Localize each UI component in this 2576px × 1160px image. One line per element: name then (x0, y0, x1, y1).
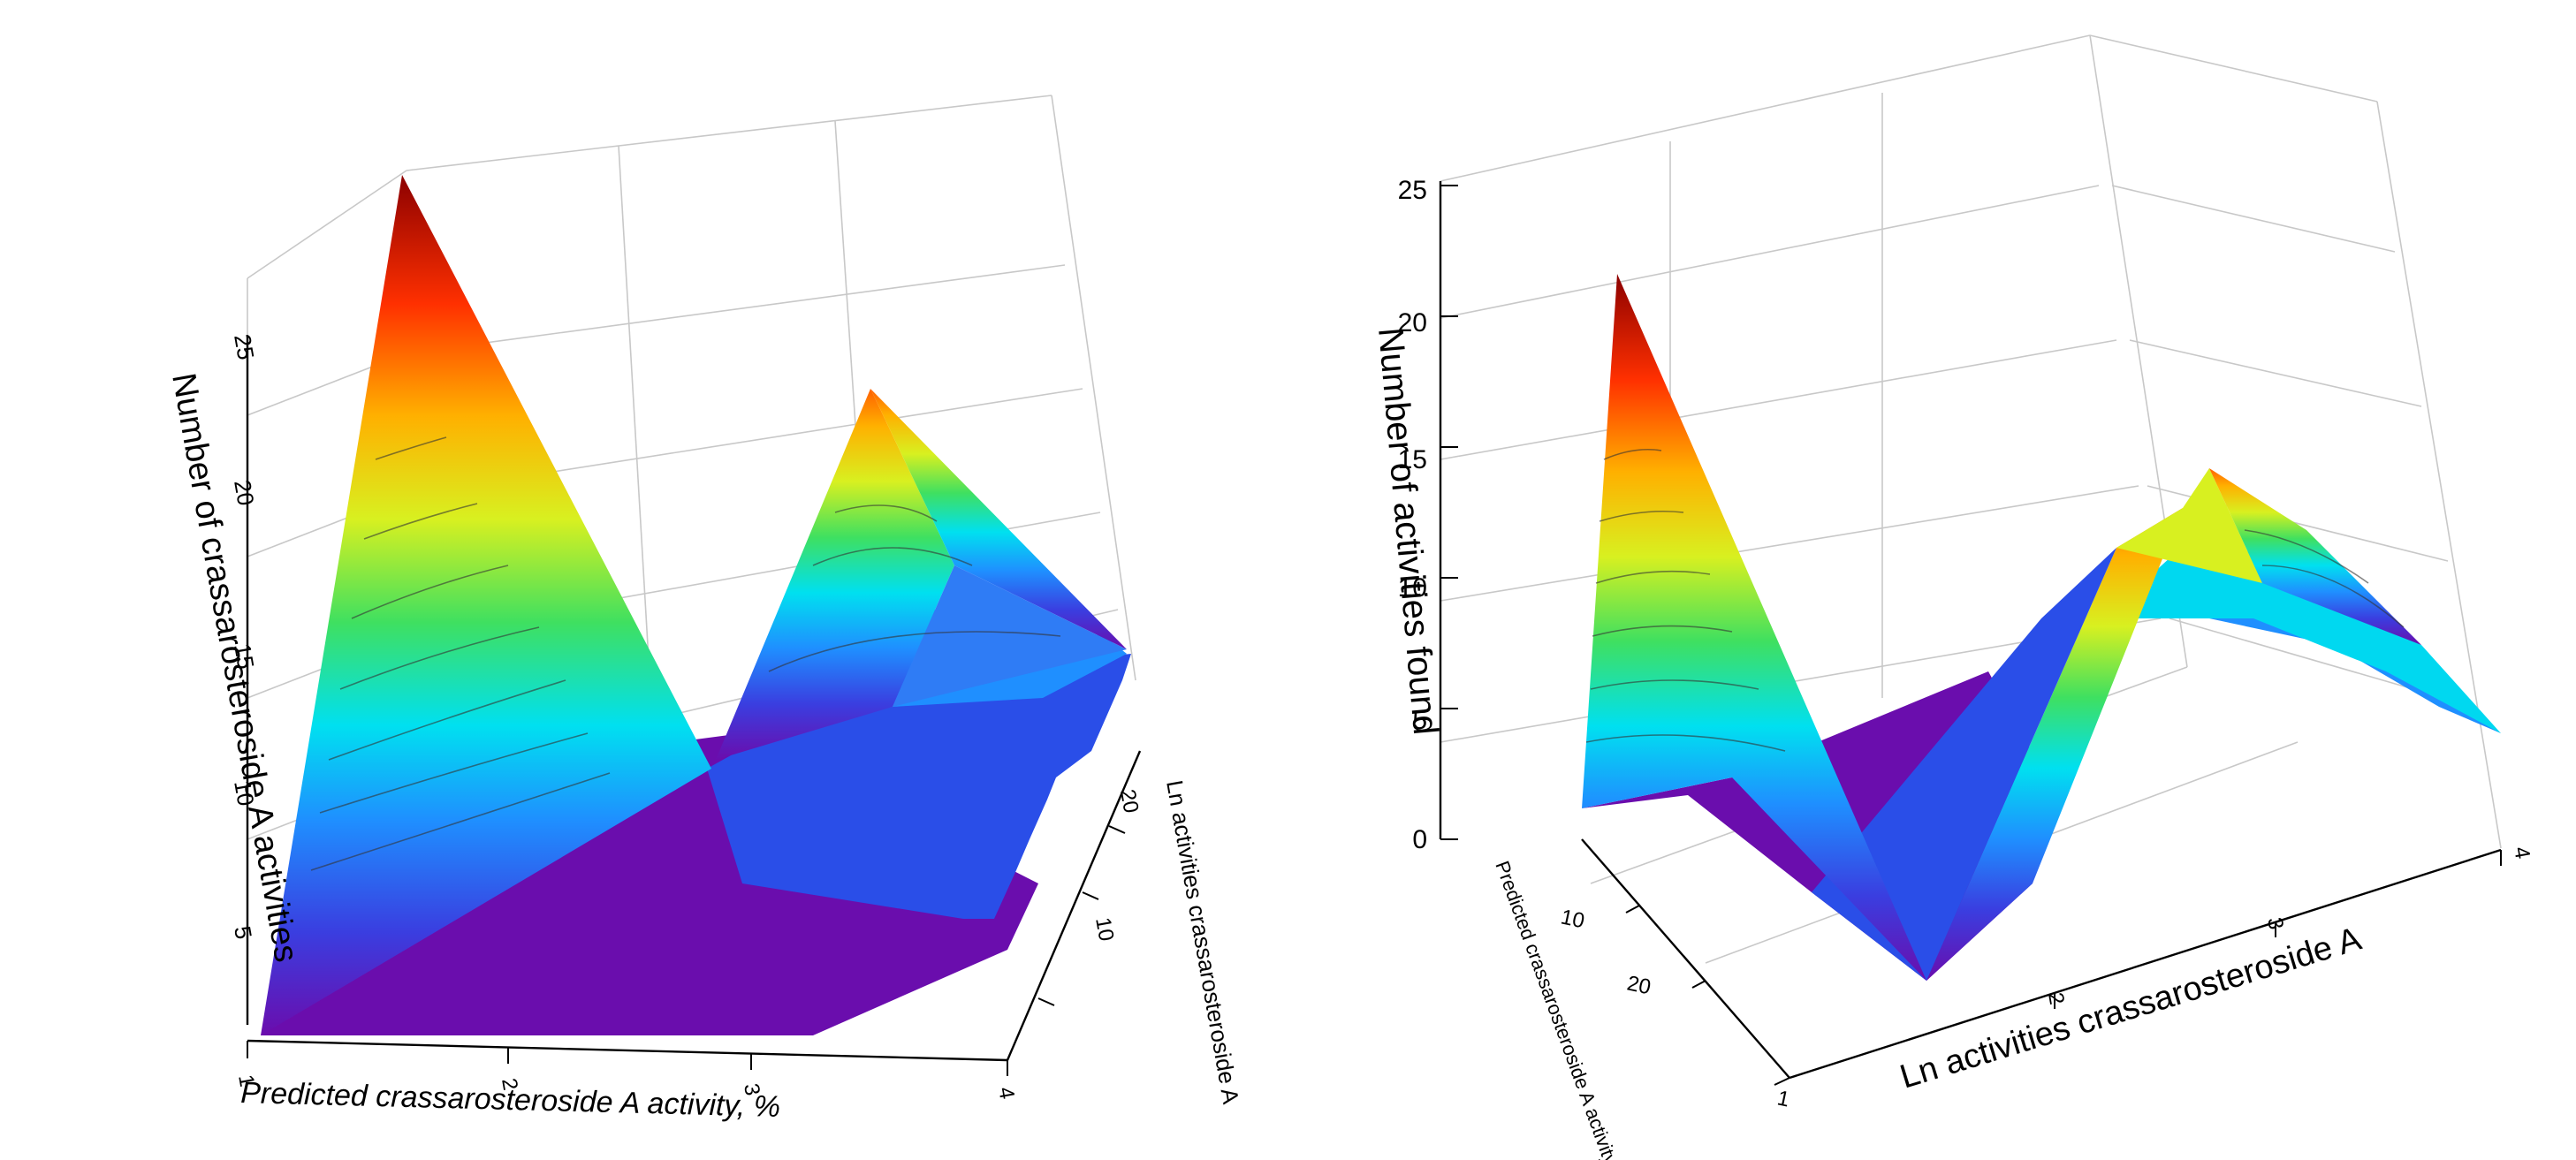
chart-right-surface (1582, 274, 2501, 981)
chart-right-z-tick: 10 (1398, 573, 1427, 603)
chart-left-x-tick: 4 (993, 1085, 1019, 1101)
chart-left-x-tick: 2 (497, 1076, 522, 1092)
chart-left: 5 10 15 20 25 1 2 3 4 10 20 Number of cr… (164, 95, 1244, 1124)
chart-left-x-tick: 3 (739, 1081, 764, 1097)
chart-right-x-ticks: 2 3 4 (2043, 845, 2534, 1009)
chart-right-z-label: Number of activities found (1371, 326, 1445, 737)
chart-right-z-tick: 25 (1398, 176, 1427, 205)
chart-right-z-tick: 15 (1398, 445, 1427, 474)
chart-left-x-label: Predicted crassarosteroside A activity, … (240, 1076, 781, 1124)
chart-right-y-label: Predicted crassarosteroside A activity, … (1491, 858, 1630, 1160)
chart-right: 0 5 10 15 20 25 10 20 1 2 3 4 Number of … (1371, 34, 2534, 1160)
chart-left-y-tick: 10 (1090, 915, 1118, 943)
chart-right-y-tick: 10 (1559, 905, 1587, 933)
chart-right-z-tick: 20 (1398, 308, 1427, 337)
chart-right-y-tick: 20 (1625, 971, 1653, 999)
chart-right-x-tick: 2 (2043, 990, 2069, 1006)
chart-left-z-label: Number of crassarosteroside A activities (164, 370, 305, 965)
chart-right-axes (1439, 181, 2502, 1080)
chart-right-z-tick: 0 (1412, 825, 1427, 854)
chart-left-z-tick: 10 (229, 778, 260, 808)
chart-left-z-ticks: 5 10 15 20 25 (229, 332, 260, 941)
chart-left-z-tick: 5 (229, 924, 257, 941)
chart-left-y-label: Ln activities crassarosteroside A (1161, 778, 1244, 1107)
chart-left-y-ticks: 10 20 (1037, 787, 1143, 1006)
chart-left-y-tick: 20 (1115, 787, 1143, 815)
chart-right-y-tick: 1 (1775, 1086, 1792, 1111)
chart-right-x-label: Ln activities crassarosteroside A (1896, 921, 2366, 1096)
chart-left-z-tick: 15 (229, 641, 260, 671)
chart-right-x-tick: 4 (2509, 845, 2534, 861)
chart-left-z-tick: 25 (229, 332, 260, 362)
chart-left-x-tick: 1 (233, 1073, 259, 1088)
chart-left-z-tick: 20 (229, 478, 260, 508)
chart-left-surface (261, 175, 1131, 1035)
chart-right-z-tick: 5 (1412, 706, 1427, 735)
chart-right-z-ticks: 0 5 10 15 20 25 (1398, 176, 1458, 854)
chart-left-axes (246, 336, 1142, 1062)
chart-left-x-ticks: 1 2 3 4 (233, 1041, 1019, 1101)
chart-right-y-ticks: 10 20 1 (1559, 905, 1792, 1112)
chart-right-x-tick: 3 (2262, 915, 2288, 931)
